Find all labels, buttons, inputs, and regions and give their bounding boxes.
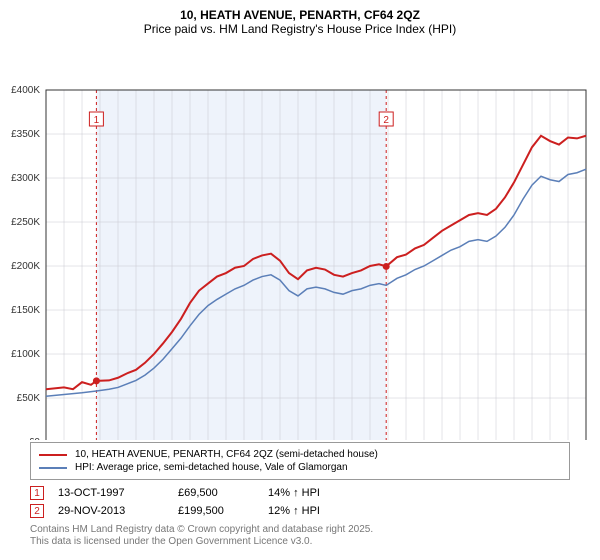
annotation-price: £199,500	[178, 505, 268, 517]
copyright-line1: Contains HM Land Registry data © Crown c…	[30, 524, 570, 536]
annotation-pct: 14% ↑ HPI	[268, 487, 320, 499]
chart-subtitle: Price paid vs. HM Land Registry's House …	[0, 22, 600, 42]
chart-title: 10, HEATH AVENUE, PENARTH, CF64 2QZ	[0, 0, 600, 22]
copyright: Contains HM Land Registry data © Crown c…	[30, 524, 570, 548]
legend-item: HPI: Average price, semi-detached house,…	[39, 462, 561, 473]
annotation-date: 29-NOV-2013	[58, 505, 178, 517]
legend: 10, HEATH AVENUE, PENARTH, CF64 2QZ (sem…	[30, 442, 570, 480]
legend-label: HPI: Average price, semi-detached house,…	[75, 462, 348, 473]
svg-text:£150K: £150K	[11, 305, 40, 316]
annotation-marker: 2	[30, 504, 44, 518]
annotation-table: 1 13-OCT-1997£69,50014% ↑ HPI 2 29-NOV-2013…	[30, 484, 570, 520]
svg-text:£50K: £50K	[17, 393, 41, 404]
annotation-row: 2 29-NOV-2013£199,50012% ↑ HPI	[30, 502, 570, 520]
legend-item: 10, HEATH AVENUE, PENARTH, CF64 2QZ (sem…	[39, 449, 561, 460]
annotation-marker: 1	[30, 486, 44, 500]
legend-label: 10, HEATH AVENUE, PENARTH, CF64 2QZ (sem…	[75, 449, 378, 460]
annotation-date: 13-OCT-1997	[58, 487, 178, 499]
svg-text:£250K: £250K	[11, 217, 40, 228]
line-chart: £0 £50K £100K £150K £200K £250K £300K £350K £400…	[0, 42, 600, 440]
annotation-pct: 12% ↑ HPI	[268, 505, 320, 517]
svg-text:£100K: £100K	[11, 349, 40, 360]
legend-swatch	[39, 467, 67, 469]
copyright-line2: This data is licensed under the Open Gov…	[30, 536, 570, 548]
annotation-row: 1 13-OCT-1997£69,50014% ↑ HPI	[30, 484, 570, 502]
svg-text:£300K: £300K	[11, 173, 40, 184]
legend-swatch	[39, 454, 67, 456]
svg-text:1: 1	[94, 115, 100, 126]
svg-text:2: 2	[383, 115, 389, 126]
annotation-price: £69,500	[178, 487, 268, 499]
svg-text:£400K: £400K	[11, 85, 40, 96]
svg-text:£350K: £350K	[11, 129, 40, 140]
svg-text:£0: £0	[29, 437, 41, 440]
svg-text:£200K: £200K	[11, 261, 40, 272]
